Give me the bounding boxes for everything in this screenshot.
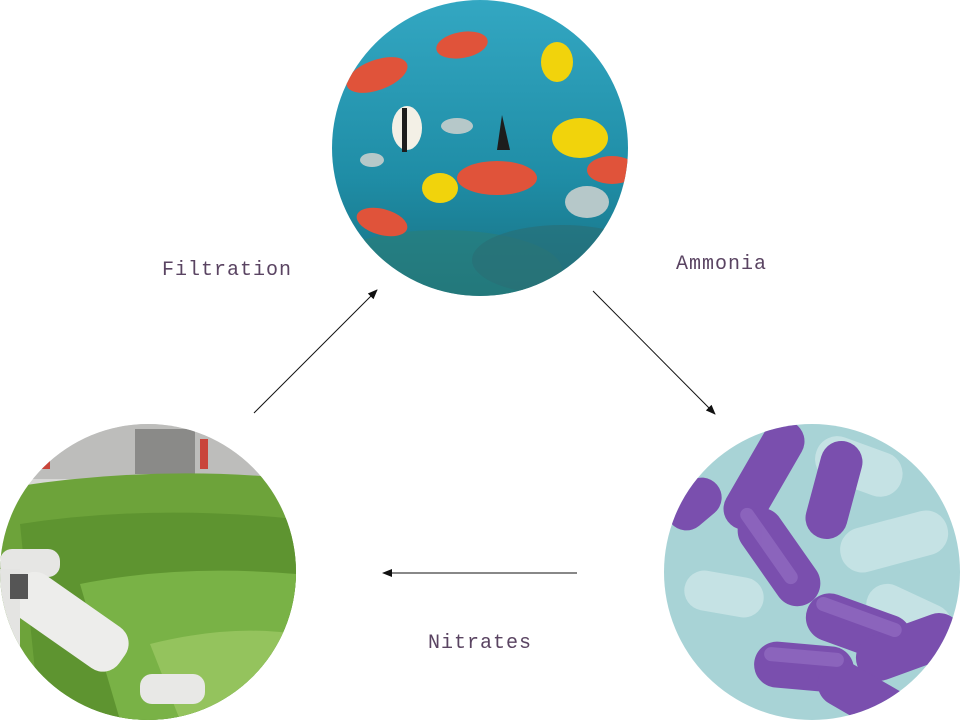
arrow-fish-to-bacteria [592,290,716,415]
ammonia-label: Ammonia [676,253,768,276]
arrow-plants-to-fish [253,289,378,414]
bacteria-node [664,424,960,720]
filtration-label: Filtration [162,259,293,282]
fish-photo [332,0,628,296]
fish-node [332,0,628,296]
plants-node [0,424,296,720]
plants-photo [0,424,296,720]
nitrates-label: Nitrates [428,632,533,655]
bacteria-photo [664,424,960,720]
